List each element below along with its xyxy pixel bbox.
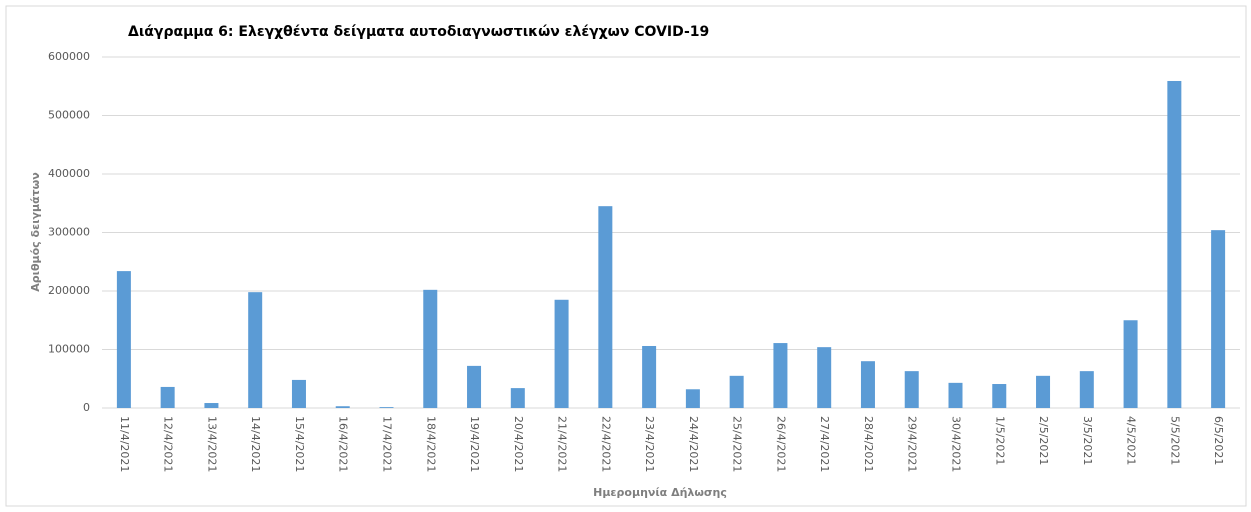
bar <box>1167 80 1182 409</box>
x-tick-label: 29/4/2021 <box>906 416 919 472</box>
x-tick-label: 11/4/2021 <box>118 416 131 472</box>
x-tick-label: 13/4/2021 <box>205 416 218 472</box>
bar <box>904 371 919 408</box>
x-tick-label: 26/4/2021 <box>774 416 787 472</box>
bar <box>685 389 700 408</box>
bar <box>554 299 569 408</box>
bar <box>335 406 350 408</box>
bar <box>204 403 219 408</box>
x-tick-label: 30/4/2021 <box>950 416 963 472</box>
bar <box>423 289 438 408</box>
bar <box>1123 320 1138 408</box>
x-tick-label: 22/4/2021 <box>599 416 612 472</box>
x-tick-label: 3/5/2021 <box>1081 416 1094 465</box>
x-tick-label: 16/4/2021 <box>337 416 350 472</box>
x-tick-label: 19/4/2021 <box>468 416 481 472</box>
bar <box>642 345 657 408</box>
bar <box>948 382 963 408</box>
bar <box>467 365 482 408</box>
bar <box>992 384 1007 408</box>
x-tick-label: 1/5/2021 <box>993 416 1006 465</box>
y-tick-label: 200000 <box>48 284 90 297</box>
x-tick-label: 6/5/2021 <box>1212 416 1225 465</box>
bar <box>1079 371 1094 408</box>
y-tick-label: 600000 <box>48 50 90 63</box>
bar <box>160 386 175 408</box>
y-tick-label: 300000 <box>48 226 90 239</box>
x-tick-label: 24/4/2021 <box>687 416 700 472</box>
x-tick-label: 17/4/2021 <box>381 416 394 472</box>
bar <box>1211 230 1226 408</box>
bar <box>116 271 131 408</box>
chart-frame <box>5 5 1247 507</box>
bar <box>817 347 832 408</box>
y-tick-label: 0 <box>83 401 90 414</box>
chart-title: Διάγραμμα 6: Ελεγχθέντα δείγματα αυτοδια… <box>128 24 709 40</box>
bar <box>773 343 788 408</box>
x-tick-label: 20/4/2021 <box>512 416 525 472</box>
x-tick-label: 5/5/2021 <box>1168 416 1181 465</box>
x-tick-label: 21/4/2021 <box>556 416 569 472</box>
y-tick-label: 100000 <box>48 343 90 356</box>
y-axis-title: Αριθμός δειγμάτων <box>29 172 42 291</box>
bar <box>598 206 613 408</box>
x-tick-label: 27/4/2021 <box>818 416 831 472</box>
x-tick-label: 18/4/2021 <box>424 416 437 472</box>
x-tick-label: 28/4/2021 <box>862 416 875 472</box>
y-tick-label: 500000 <box>48 109 90 122</box>
y-tick-label: 400000 <box>48 167 90 180</box>
x-tick-label: 23/4/2021 <box>643 416 656 472</box>
bar <box>379 407 394 408</box>
bar <box>248 292 263 408</box>
bar <box>510 388 525 408</box>
x-tick-label: 2/5/2021 <box>1037 416 1050 465</box>
x-tick-label: 25/4/2021 <box>731 416 744 472</box>
x-tick-label: 4/5/2021 <box>1125 416 1138 465</box>
bar <box>1036 375 1051 408</box>
bar <box>729 375 744 408</box>
bar <box>860 361 875 408</box>
x-tick-label: 14/4/2021 <box>249 416 262 472</box>
x-tick-label: 15/4/2021 <box>293 416 306 472</box>
bar <box>291 379 306 408</box>
x-axis-title: Ημερομηνία Δήλωσης <box>593 486 727 499</box>
x-tick-label: 12/4/2021 <box>162 416 175 472</box>
